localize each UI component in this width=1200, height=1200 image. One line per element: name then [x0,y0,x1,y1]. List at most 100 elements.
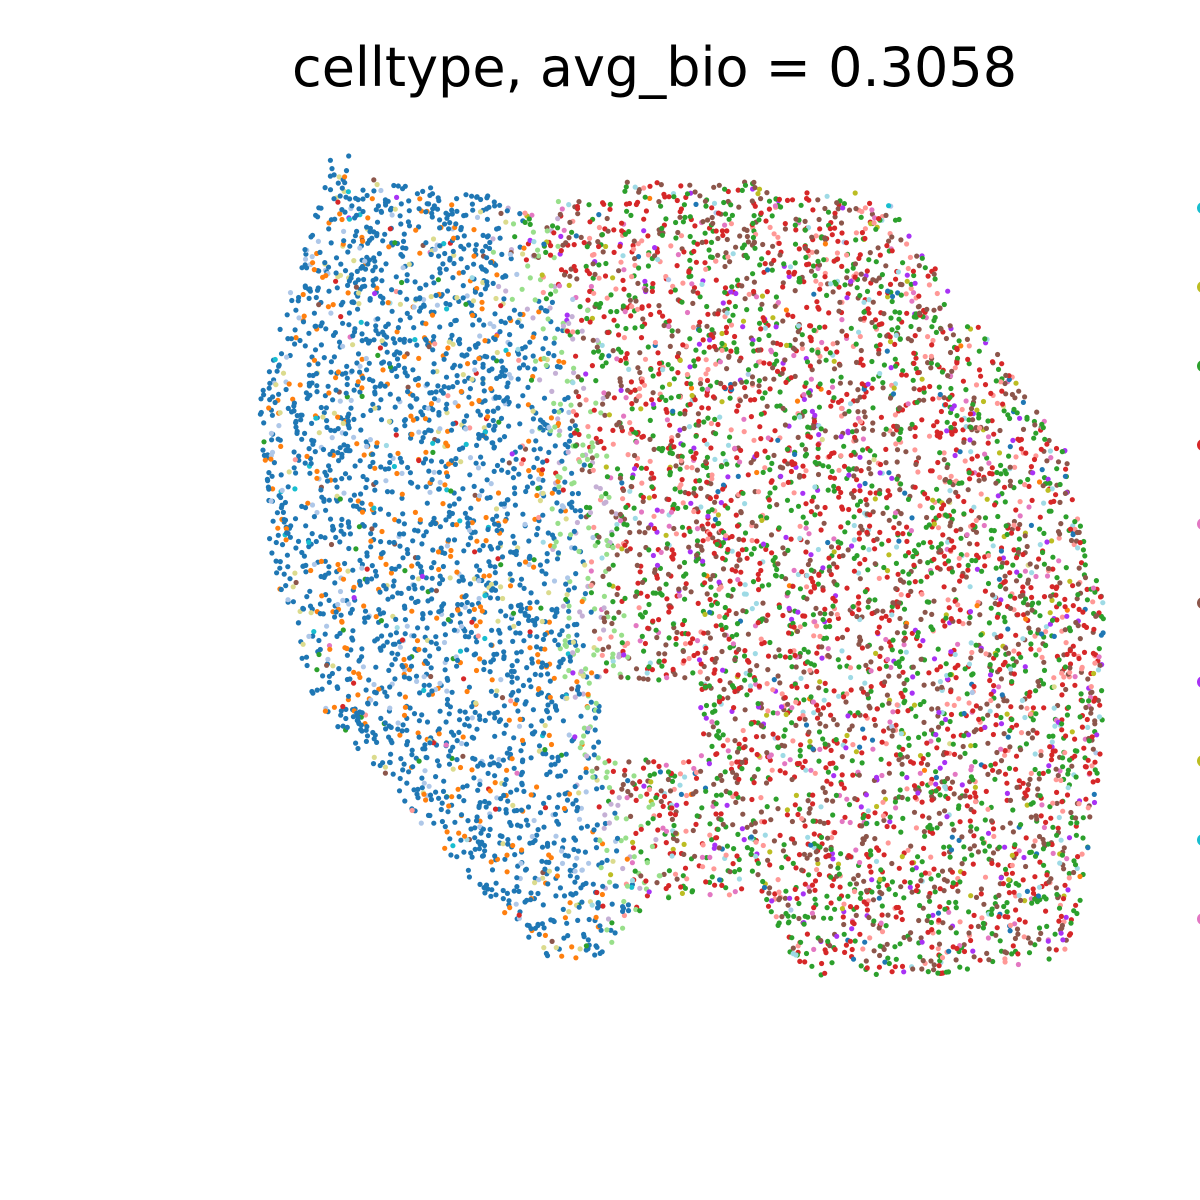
scatter-point [383,442,389,449]
scatter-point [339,476,345,482]
scatter-point [785,913,791,919]
scatter-point [1028,641,1034,647]
scatter-point [429,274,435,280]
scatter-point [460,269,466,275]
scatter-point [537,377,543,383]
scatter-point [905,592,911,599]
scatter-point [756,217,762,223]
scatter-point [808,567,815,573]
scatter-point [507,583,514,589]
scatter-point [919,966,925,972]
scatter-point [474,639,480,645]
scatter-point [472,529,478,535]
scatter-point [985,418,991,424]
scatter-point [793,792,800,799]
scatter-point [482,353,488,359]
scatter-point [625,452,631,458]
scatter-point [922,609,928,615]
scatter-point [1028,602,1035,608]
scatter-point [897,336,903,342]
scatter-point [944,419,950,425]
scatter-point [589,768,595,774]
scatter-point [314,509,320,516]
scatter-point [763,617,769,624]
scatter-point [969,649,975,656]
scatter-point [528,890,534,896]
scatter-point [893,722,899,728]
scatter-point [1077,873,1083,880]
scatter-point [862,939,868,945]
scatter-point [727,395,733,401]
scatter-point [769,267,775,273]
scatter-point [535,659,542,665]
scatter-point [372,405,378,411]
scatter-point [1100,600,1106,606]
scatter-point [755,860,762,866]
scatter-point [729,548,735,554]
scatter-point [708,239,715,245]
scatter-point [531,817,537,824]
scatter-point [1015,961,1022,968]
scatter-point [840,914,846,920]
scatter-point [601,201,607,207]
scatter-point [1010,807,1016,813]
scatter-point [364,477,370,483]
scatter-point [451,252,457,258]
scatter-point [297,337,303,344]
scatter-point [853,881,860,887]
scatter-point [1017,513,1023,519]
scatter-point [654,880,660,886]
scatter-point [898,292,904,298]
scatter-point [828,747,834,754]
scatter-point [500,457,506,463]
scatter-point [631,854,637,860]
scatter-point [596,804,602,810]
scatter-point [1013,454,1019,460]
scatter-point [466,874,472,880]
scatter-point [802,959,808,965]
scatter-point [793,699,799,705]
scatter-point [869,427,876,433]
scatter-point [837,664,843,670]
scatter-point [1009,391,1016,398]
scatter-point [406,198,412,204]
scatter-point [816,871,823,878]
scatter-point [667,422,673,428]
scatter-point [971,843,978,849]
scatter-point [858,804,864,810]
scatter-point [428,401,435,407]
scatter-point [857,498,864,504]
scatter-point [677,771,684,777]
scatter-point [851,537,857,543]
scatter-point [779,864,785,871]
scatter-point [1091,799,1098,806]
scatter-point [339,185,345,191]
scatter-point [815,197,821,203]
scatter-point [402,617,408,623]
scatter-point [832,830,838,836]
scatter-point [387,459,393,466]
scatter-point [1021,934,1027,940]
scatter-point [937,474,943,480]
scatter-point [408,413,414,419]
scatter-point [723,885,729,891]
scatter-point [351,680,357,686]
scatter-point [914,253,920,259]
scatter-point [893,276,899,282]
scatter-point [871,948,877,954]
scatter-point [301,313,307,319]
scatter-point [441,639,448,646]
scatter-point [797,806,803,812]
scatter-point [430,369,436,375]
scatter-point [400,767,406,773]
scatter-point [537,810,544,816]
scatter-point [857,292,863,299]
scatter-point [998,676,1005,682]
scatter-point [976,478,982,484]
scatter-point [454,560,460,566]
scatter-point [953,675,959,681]
scatter-point [651,759,657,765]
scatter-point [442,632,448,638]
scatter-point [299,655,305,661]
scatter-point [763,780,770,786]
